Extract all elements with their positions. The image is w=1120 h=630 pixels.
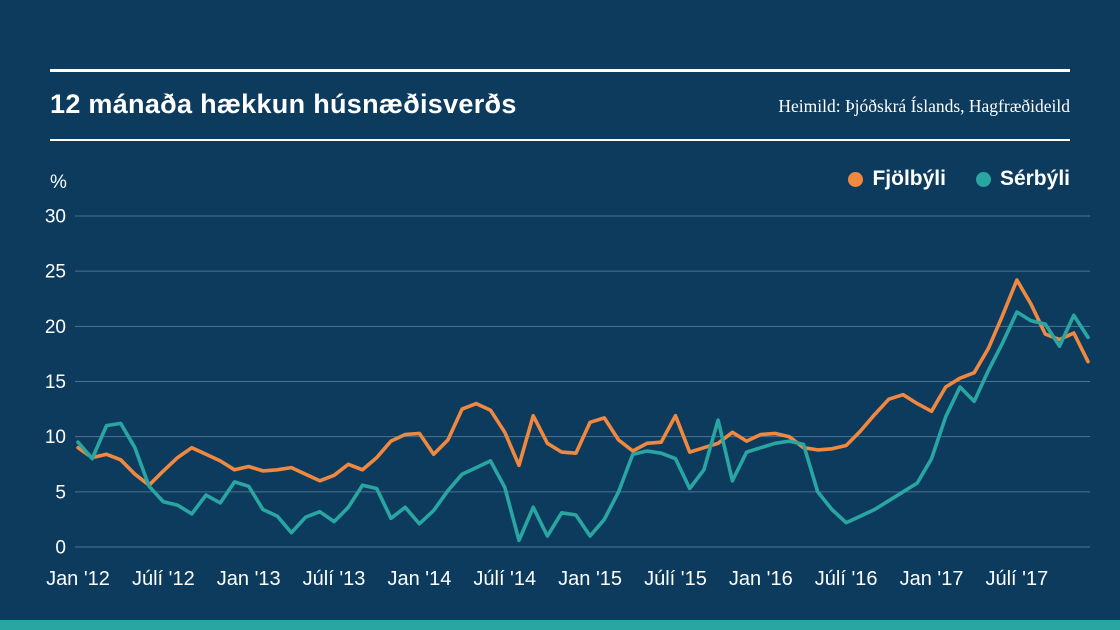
legend-dot-fjolbyli [848,171,864,187]
y-tick-label-10: 10 [45,427,66,448]
top-divider [50,69,1070,72]
x-tick-label-4: Jan '14 [387,568,451,590]
header-divider [50,139,1070,141]
header: 12 mánaða hækkun húsnæðisverðs Heimild: … [50,72,1070,136]
y-tick-label-30: 30 [45,207,66,228]
legend-label-fjolbyli: Fjölbýli [872,167,946,190]
page-title: 12 mánaða hækkun húsnæðisverðs [50,88,517,119]
x-tick-label-3: Júlí '13 [303,568,366,590]
source-attribution: Heimild: Þjóðskrá Íslands, Hagfræðideild [778,95,1070,116]
chart-legend: Fjölbýli Sérbýli [848,167,1070,191]
series-line-fjolbyli [76,278,1090,488]
y-tick-label-15: 15 [45,372,66,393]
y-tick-label-25: 25 [45,262,66,283]
y-axis-unit-label: % [50,172,67,193]
x-tick-label-5: Júlí '14 [473,568,536,590]
x-tick-label-8: Jan '16 [729,568,793,590]
footer-accent-bar [0,620,1120,630]
x-tick-label-1: Júlí '12 [132,568,195,590]
legend-item-fjolbyli: Fjölbýli [848,167,946,191]
y-tick-label-20: 20 [45,317,66,338]
x-tick-label-9: Júlí '16 [815,568,878,590]
y-tick-label-0: 0 [55,538,66,559]
x-tick-label-2: Jan '13 [217,568,281,590]
series-line-serbyli [76,310,1090,543]
y-tick-label-5: 5 [55,482,66,503]
x-tick-label-10: Jan '17 [900,568,964,590]
x-tick-label-0: Jan '12 [46,568,110,590]
x-tick-label-7: Júlí '15 [644,568,707,590]
legend-dot-serbyli [975,171,991,187]
legend-label-serbyli: Sérbýli [999,167,1070,190]
legend-item-serbyli: Sérbýli [975,167,1070,191]
x-tick-label-6: Jan '15 [558,568,622,590]
x-tick-label-11: Júlí '17 [985,568,1048,590]
